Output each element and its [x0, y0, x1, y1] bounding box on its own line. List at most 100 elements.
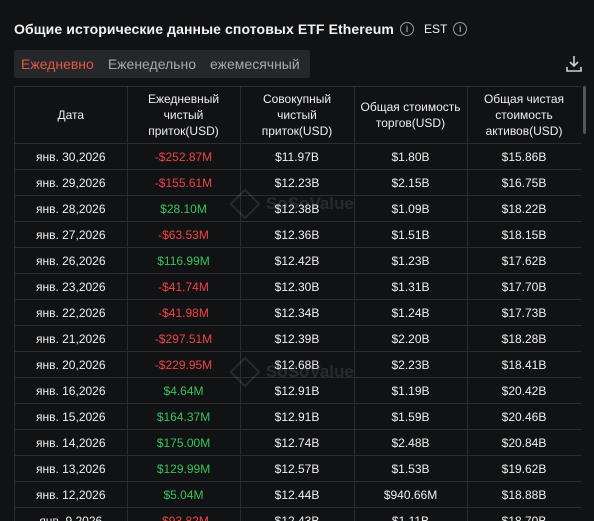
- cell-total-value-traded: $1.24B: [354, 300, 467, 326]
- cell-total-value-traded: $1.53B: [354, 456, 467, 482]
- cell-total-value-traded: $940.66M: [354, 482, 467, 508]
- cell-daily-net-inflow: -$41.98M: [127, 300, 240, 326]
- cell-cumulative-net-inflow: $12.43B: [240, 508, 354, 521]
- download-icon[interactable]: [564, 54, 584, 74]
- column-header-date[interactable]: Дата: [15, 87, 127, 144]
- cell-daily-net-inflow: -$41.74M: [127, 274, 240, 300]
- timezone-label[interactable]: EST: [424, 22, 447, 36]
- table-row[interactable]: янв. 13,2026$129.99M$12.57B$1.53B$19.62B: [15, 456, 581, 482]
- cell-date: янв. 21,2026: [15, 326, 127, 352]
- cell-total-net-assets: $17.70B: [467, 274, 581, 300]
- table-scrollbar[interactable]: [583, 86, 586, 134]
- page-header: Общие исторические данные спотовых ETF E…: [14, 20, 467, 38]
- cell-cumulative-net-inflow: $12.36B: [240, 222, 354, 248]
- tab-daily[interactable]: Ежедневно: [14, 50, 101, 78]
- cell-cumulative-net-inflow: $12.39B: [240, 326, 354, 352]
- cell-total-value-traded: $2.15B: [354, 170, 467, 196]
- cell-cumulative-net-inflow: $12.91B: [240, 404, 354, 430]
- table-row[interactable]: янв. 28,2026$28.10M$12.38B$1.09B$18.22B: [15, 196, 581, 222]
- table-row[interactable]: янв. 15,2026$164.37M$12.91B$1.59B$20.46B: [15, 404, 581, 430]
- cell-total-value-traded: $1.19B: [354, 378, 467, 404]
- table-row[interactable]: янв. 20,2026-$229.95M$12.68B$2.23B$18.41…: [15, 352, 581, 378]
- cell-total-value-traded: $1.23B: [354, 248, 467, 274]
- cell-total-net-assets: $17.62B: [467, 248, 581, 274]
- cell-date: янв. 23,2026: [15, 274, 127, 300]
- cell-total-net-assets: $18.41B: [467, 352, 581, 378]
- cell-cumulative-net-inflow: $12.74B: [240, 430, 354, 456]
- info-icon[interactable]: i: [400, 22, 414, 36]
- cell-daily-net-inflow: -$297.51M: [127, 326, 240, 352]
- cell-total-net-assets: $18.70B: [467, 508, 581, 521]
- table-row[interactable]: янв. 21,2026-$297.51M$12.39B$2.20B$18.28…: [15, 326, 581, 352]
- column-header-total-net-assets[interactable]: Общая чистая стоимость активов(USD): [467, 87, 581, 144]
- cell-total-net-assets: $20.42B: [467, 378, 581, 404]
- cell-cumulative-net-inflow: $12.57B: [240, 456, 354, 482]
- cell-date: янв. 9,2026: [15, 508, 127, 521]
- table-row[interactable]: янв. 14,2026$175.00M$12.74B$2.48B$20.84B: [15, 430, 581, 456]
- cell-total-value-traded: $1.31B: [354, 274, 467, 300]
- cell-date: янв. 20,2026: [15, 352, 127, 378]
- cell-cumulative-net-inflow: $12.38B: [240, 196, 354, 222]
- cell-total-value-traded: $2.48B: [354, 430, 467, 456]
- cell-total-net-assets: $16.75B: [467, 170, 581, 196]
- cell-total-value-traded: $1.51B: [354, 222, 467, 248]
- cell-daily-net-inflow: -$252.87M: [127, 144, 240, 170]
- cell-total-net-assets: $18.88B: [467, 482, 581, 508]
- table-row[interactable]: янв. 23,2026-$41.74M$12.30B$1.31B$17.70B: [15, 274, 581, 300]
- cell-total-value-traded: $2.23B: [354, 352, 467, 378]
- tab-monthly[interactable]: ежемесячный: [203, 50, 307, 78]
- cell-date: янв. 30,2026: [15, 144, 127, 170]
- cell-daily-net-inflow: $116.99M: [127, 248, 240, 274]
- cell-cumulative-net-inflow: $12.34B: [240, 300, 354, 326]
- cell-daily-net-inflow: $164.37M: [127, 404, 240, 430]
- cell-total-net-assets: $20.46B: [467, 404, 581, 430]
- cell-total-net-assets: $20.84B: [467, 430, 581, 456]
- etf-history-table-container[interactable]: Дата Ежедневный чистый приток(USD) Совок…: [14, 86, 581, 521]
- cell-cumulative-net-inflow: $12.44B: [240, 482, 354, 508]
- cell-cumulative-net-inflow: $12.91B: [240, 378, 354, 404]
- table-row[interactable]: янв. 9,2026-$93.82M$12.43B$1.11B$18.70B: [15, 508, 581, 521]
- info-icon[interactable]: i: [453, 22, 467, 36]
- table-row[interactable]: янв. 12,2026$5.04M$12.44B$940.66M$18.88B: [15, 482, 581, 508]
- cell-daily-net-inflow: $5.04M: [127, 482, 240, 508]
- cell-cumulative-net-inflow: $12.30B: [240, 274, 354, 300]
- period-tabs: Ежедневно Еженедельно ежемесячный: [14, 50, 310, 78]
- cell-total-net-assets: $17.73B: [467, 300, 581, 326]
- table-header-row: Дата Ежедневный чистый приток(USD) Совок…: [15, 87, 581, 144]
- cell-daily-net-inflow: $4.64M: [127, 378, 240, 404]
- cell-date: янв. 27,2026: [15, 222, 127, 248]
- cell-total-net-assets: $19.62B: [467, 456, 581, 482]
- cell-cumulative-net-inflow: $12.42B: [240, 248, 354, 274]
- cell-total-net-assets: $18.22B: [467, 196, 581, 222]
- cell-daily-net-inflow: $175.00M: [127, 430, 240, 456]
- page-title: Общие исторические данные спотовых ETF E…: [14, 21, 394, 37]
- table-row[interactable]: янв. 29,2026-$155.61M$12.23B$2.15B$16.75…: [15, 170, 581, 196]
- cell-date: янв. 26,2026: [15, 248, 127, 274]
- cell-total-value-traded: $1.11B: [354, 508, 467, 521]
- table-row[interactable]: янв. 22,2026-$41.98M$12.34B$1.24B$17.73B: [15, 300, 581, 326]
- column-header-cumulative-net-inflow[interactable]: Совокупный чистый приток(USD): [240, 87, 354, 144]
- cell-cumulative-net-inflow: $12.23B: [240, 170, 354, 196]
- cell-date: янв. 14,2026: [15, 430, 127, 456]
- cell-total-net-assets: $18.15B: [467, 222, 581, 248]
- column-header-total-value-traded[interactable]: Общая стоимость торгов(USD): [354, 87, 467, 144]
- cell-total-net-assets: $18.28B: [467, 326, 581, 352]
- cell-daily-net-inflow: $28.10M: [127, 196, 240, 222]
- cell-daily-net-inflow: -$93.82M: [127, 508, 240, 521]
- tab-weekly[interactable]: Еженедельно: [101, 50, 203, 78]
- table-row[interactable]: янв. 30,2026-$252.87M$11.97B$1.80B$15.86…: [15, 144, 581, 170]
- cell-total-value-traded: $2.20B: [354, 326, 467, 352]
- cell-total-net-assets: $15.86B: [467, 144, 581, 170]
- cell-total-value-traded: $1.80B: [354, 144, 467, 170]
- cell-date: янв. 12,2026: [15, 482, 127, 508]
- table-row[interactable]: янв. 26,2026$116.99M$12.42B$1.23B$17.62B: [15, 248, 581, 274]
- column-header-daily-net-inflow[interactable]: Ежедневный чистый приток(USD): [127, 87, 240, 144]
- cell-cumulative-net-inflow: $12.68B: [240, 352, 354, 378]
- table-row[interactable]: янв. 27,2026-$63.53M$12.36B$1.51B$18.15B: [15, 222, 581, 248]
- table-row[interactable]: янв. 16,2026$4.64M$12.91B$1.19B$20.42B: [15, 378, 581, 404]
- cell-date: янв. 28,2026: [15, 196, 127, 222]
- cell-date: янв. 15,2026: [15, 404, 127, 430]
- etf-history-table: Дата Ежедневный чистый приток(USD) Совок…: [15, 87, 581, 521]
- cell-daily-net-inflow: -$155.61M: [127, 170, 240, 196]
- cell-date: янв. 16,2026: [15, 378, 127, 404]
